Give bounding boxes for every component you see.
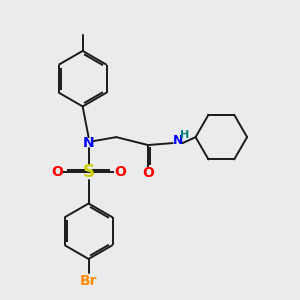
Text: N: N (83, 136, 94, 150)
Text: N: N (172, 134, 183, 147)
Text: H: H (180, 130, 189, 140)
Text: S: S (82, 163, 94, 181)
Text: O: O (142, 166, 154, 180)
Text: O: O (114, 165, 126, 179)
Text: Br: Br (80, 274, 97, 288)
Text: O: O (51, 165, 63, 179)
